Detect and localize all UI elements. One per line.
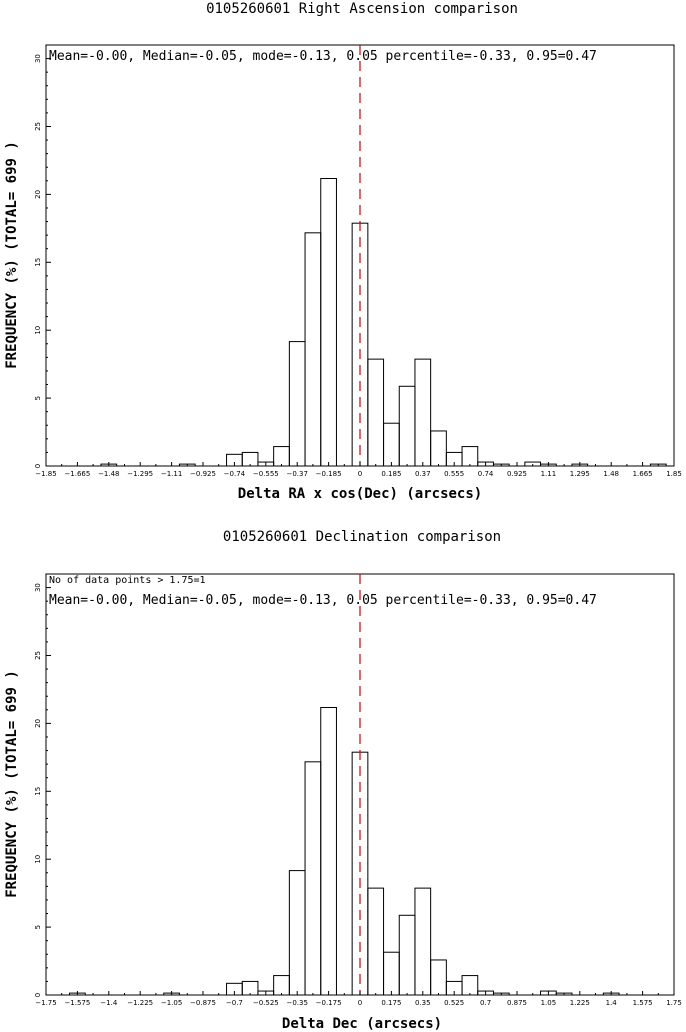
ra-x-tick-label: −1.48 (98, 470, 119, 478)
ra-y-ticks: 0 5 10 15 20 25 30 (34, 54, 51, 468)
dec-x-axis-label: Delta Dec (arcsecs) (282, 1016, 442, 1032)
dec-histogram-bar (241, 980, 259, 996)
dec-histogram-bar (304, 761, 322, 996)
ra-x-tick-label: −0.37 (286, 470, 307, 478)
ra-y-axis-label: FREQUENCY (%) (TOTAL= 699 ) (4, 141, 20, 369)
ra-y-tick-label: 20 (34, 190, 42, 199)
dec-x-tick-label: −0.875 (190, 999, 216, 1007)
ra-x-axis-label: Delta RA x cos(Dec) (arcsecs) (238, 486, 482, 502)
ra-y-tick-label: 10 (34, 326, 42, 335)
ra-x-tick-label: 1.11 (541, 470, 557, 478)
ra-x-tick-label: 1.48 (603, 470, 619, 478)
dec-y-tick-label: 20 (34, 719, 42, 728)
dec-histogram-bar (383, 951, 400, 996)
ra-histogram-bar (414, 358, 432, 467)
dec-y-tick-label: 30 (34, 583, 42, 592)
ra-y-tick-label: 0 (34, 464, 42, 468)
dec-x-tick-label: 0.7 (480, 999, 491, 1007)
dec-x-tick-label: 0 (358, 999, 362, 1007)
dec-x-tick-label: 1.75 (666, 999, 682, 1007)
ra-histogram-bar (273, 446, 290, 467)
dec-bars (69, 707, 620, 996)
ra-histogram-bar (304, 232, 322, 467)
dec-histogram-bar (273, 975, 290, 996)
dec-histogram-bar (461, 975, 479, 996)
ra-histogram-bar (398, 385, 416, 467)
ra-histogram-panel: 0105260601 Right Ascension comparison −1… (4, 1, 682, 502)
dec-x-tick-label: 0.35 (415, 999, 431, 1007)
dec-x-tick-label: −1.4 (100, 999, 118, 1007)
dec-x-tick-label: −1.75 (35, 999, 56, 1007)
dec-x-tick-label: −1.05 (161, 999, 182, 1007)
ra-x-tick-label: −1.11 (161, 470, 182, 478)
ra-x-tick-label: 0.74 (478, 470, 494, 478)
ra-y-tick-label: 25 (34, 122, 42, 131)
dec-x-tick-label: 0.525 (444, 999, 464, 1007)
ra-histogram-bar (320, 178, 337, 467)
ra-x-tick-label: −1.85 (35, 470, 56, 478)
ra-histogram-bar (367, 358, 385, 467)
dec-x-tick-label: −1.575 (64, 999, 90, 1007)
dec-histogram-bar (320, 707, 337, 996)
dec-x-tick-label: −0.175 (316, 999, 342, 1007)
ra-histogram-bar (241, 451, 259, 467)
ra-histogram-bar (288, 341, 306, 467)
ra-x-tick-label: 0.555 (444, 470, 464, 478)
ra-x-tick-label: −0.74 (224, 470, 246, 478)
dec-histogram-bar (414, 887, 432, 996)
ra-x-tick-label: 0.925 (507, 470, 527, 478)
dec-histogram-bar (288, 870, 306, 996)
dec-x-tick-label: 1.225 (570, 999, 590, 1007)
ra-x-tick-label: −0.555 (253, 470, 279, 478)
ra-x-tick-label: −1.665 (64, 470, 90, 478)
dec-y-tick-label: 15 (34, 787, 42, 796)
ra-x-tick-label: 0.37 (415, 470, 431, 478)
ra-histogram-bar (383, 422, 400, 467)
ra-x-tick-label: −1.295 (127, 470, 153, 478)
ra-y-tick-label: 30 (34, 54, 42, 63)
dec-stats-annotation: Mean=-0.00, Median=-0.05, mode=-0.13, 0.… (49, 593, 597, 608)
ra-y-tick-label: 15 (34, 258, 42, 267)
dec-x-ticks: −1.75 −1.575 −1.4 −1.225 −1.05 −0.875 −0.7 −0.5… (35, 991, 682, 1007)
ra-y-tick-label: 5 (34, 396, 42, 400)
dec-histogram-bar (430, 959, 447, 996)
dec-x-tick-label: 0.875 (507, 999, 527, 1007)
ra-x-ticks: −1.85 −1.665 −1.48 −1.295 −1.11 −0.925 −0.74 −0… (35, 462, 682, 478)
dec-x-tick-label: −1.225 (127, 999, 153, 1007)
dec-histogram-bar (367, 887, 385, 996)
ra-x-tick-label: 1.665 (633, 470, 653, 478)
ra-x-tick-label: −0.925 (190, 470, 216, 478)
dec-x-tick-label: −0.35 (286, 999, 307, 1007)
ra-stats-annotation: Mean=-0.00, Median=-0.05, mode=-0.13, 0.… (49, 49, 597, 64)
dec-x-tick-label: 1.05 (541, 999, 557, 1007)
dec-x-tick-label: 0.175 (381, 999, 401, 1007)
dec-y-tick-label: 5 (34, 925, 42, 929)
dec-extra-note: No of data points > 1.75=1 (49, 575, 206, 586)
dec-histogram-panel: 0105260601 Declination comparison −1.75−… (4, 529, 682, 1032)
dec-chart-title: 0105260601 Declination comparison (223, 529, 501, 545)
ra-x-tick-label: −0.185 (316, 470, 342, 478)
ra-x-tick-label: 1.295 (570, 470, 590, 478)
dec-x-tick-label: 1.4 (606, 999, 618, 1007)
ra-x-tick-label: 0 (358, 470, 362, 478)
dec-y-tick-label: 25 (34, 651, 42, 660)
ra-bars (100, 178, 667, 467)
ra-x-tick-label: 0.185 (381, 470, 401, 478)
ra-x-tick-label: 1.85 (666, 470, 682, 478)
dec-x-tick-label: −0.525 (253, 999, 279, 1007)
ra-histogram-bar (430, 430, 447, 467)
dec-y-tick-label: 0 (34, 993, 42, 997)
dec-histogram-bar (398, 914, 416, 996)
dec-y-axis-label: FREQUENCY (%) (TOTAL= 699 ) (4, 670, 20, 898)
dec-x-tick-label: −0.7 (226, 999, 243, 1007)
dec-y-ticks: 0 5 10 15 20 25 30 (34, 583, 51, 997)
ra-chart-title: 0105260601 Right Ascension comparison (206, 1, 518, 17)
dec-y-tick-label: 10 (34, 855, 42, 864)
ra-histogram-bar (461, 446, 479, 467)
dec-x-tick-label: 1.575 (633, 999, 653, 1007)
